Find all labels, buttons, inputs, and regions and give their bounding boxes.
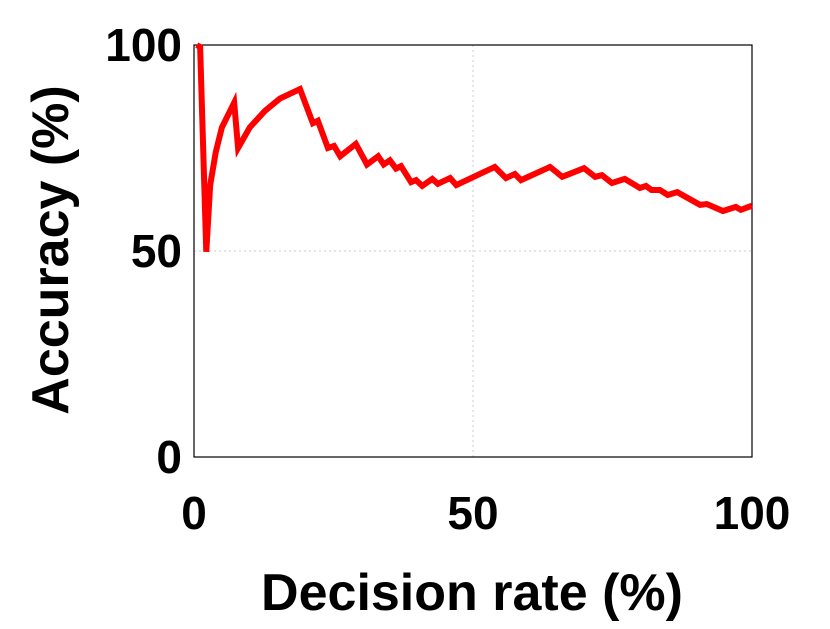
y-tick-label: 0 [156, 431, 182, 483]
plot-frame [193, 44, 753, 458]
y-axis-label: Accuracy (%) [22, 85, 80, 414]
x-tick-label: 0 [181, 487, 207, 539]
data-line [195, 42, 754, 252]
x-tick-label: 100 [714, 487, 791, 539]
x-tick-label: 50 [447, 487, 498, 539]
y-tick-label: 100 [105, 19, 182, 71]
y-tick-label: 50 [131, 225, 182, 277]
x-axis-label: Decision rate (%) [261, 564, 683, 622]
